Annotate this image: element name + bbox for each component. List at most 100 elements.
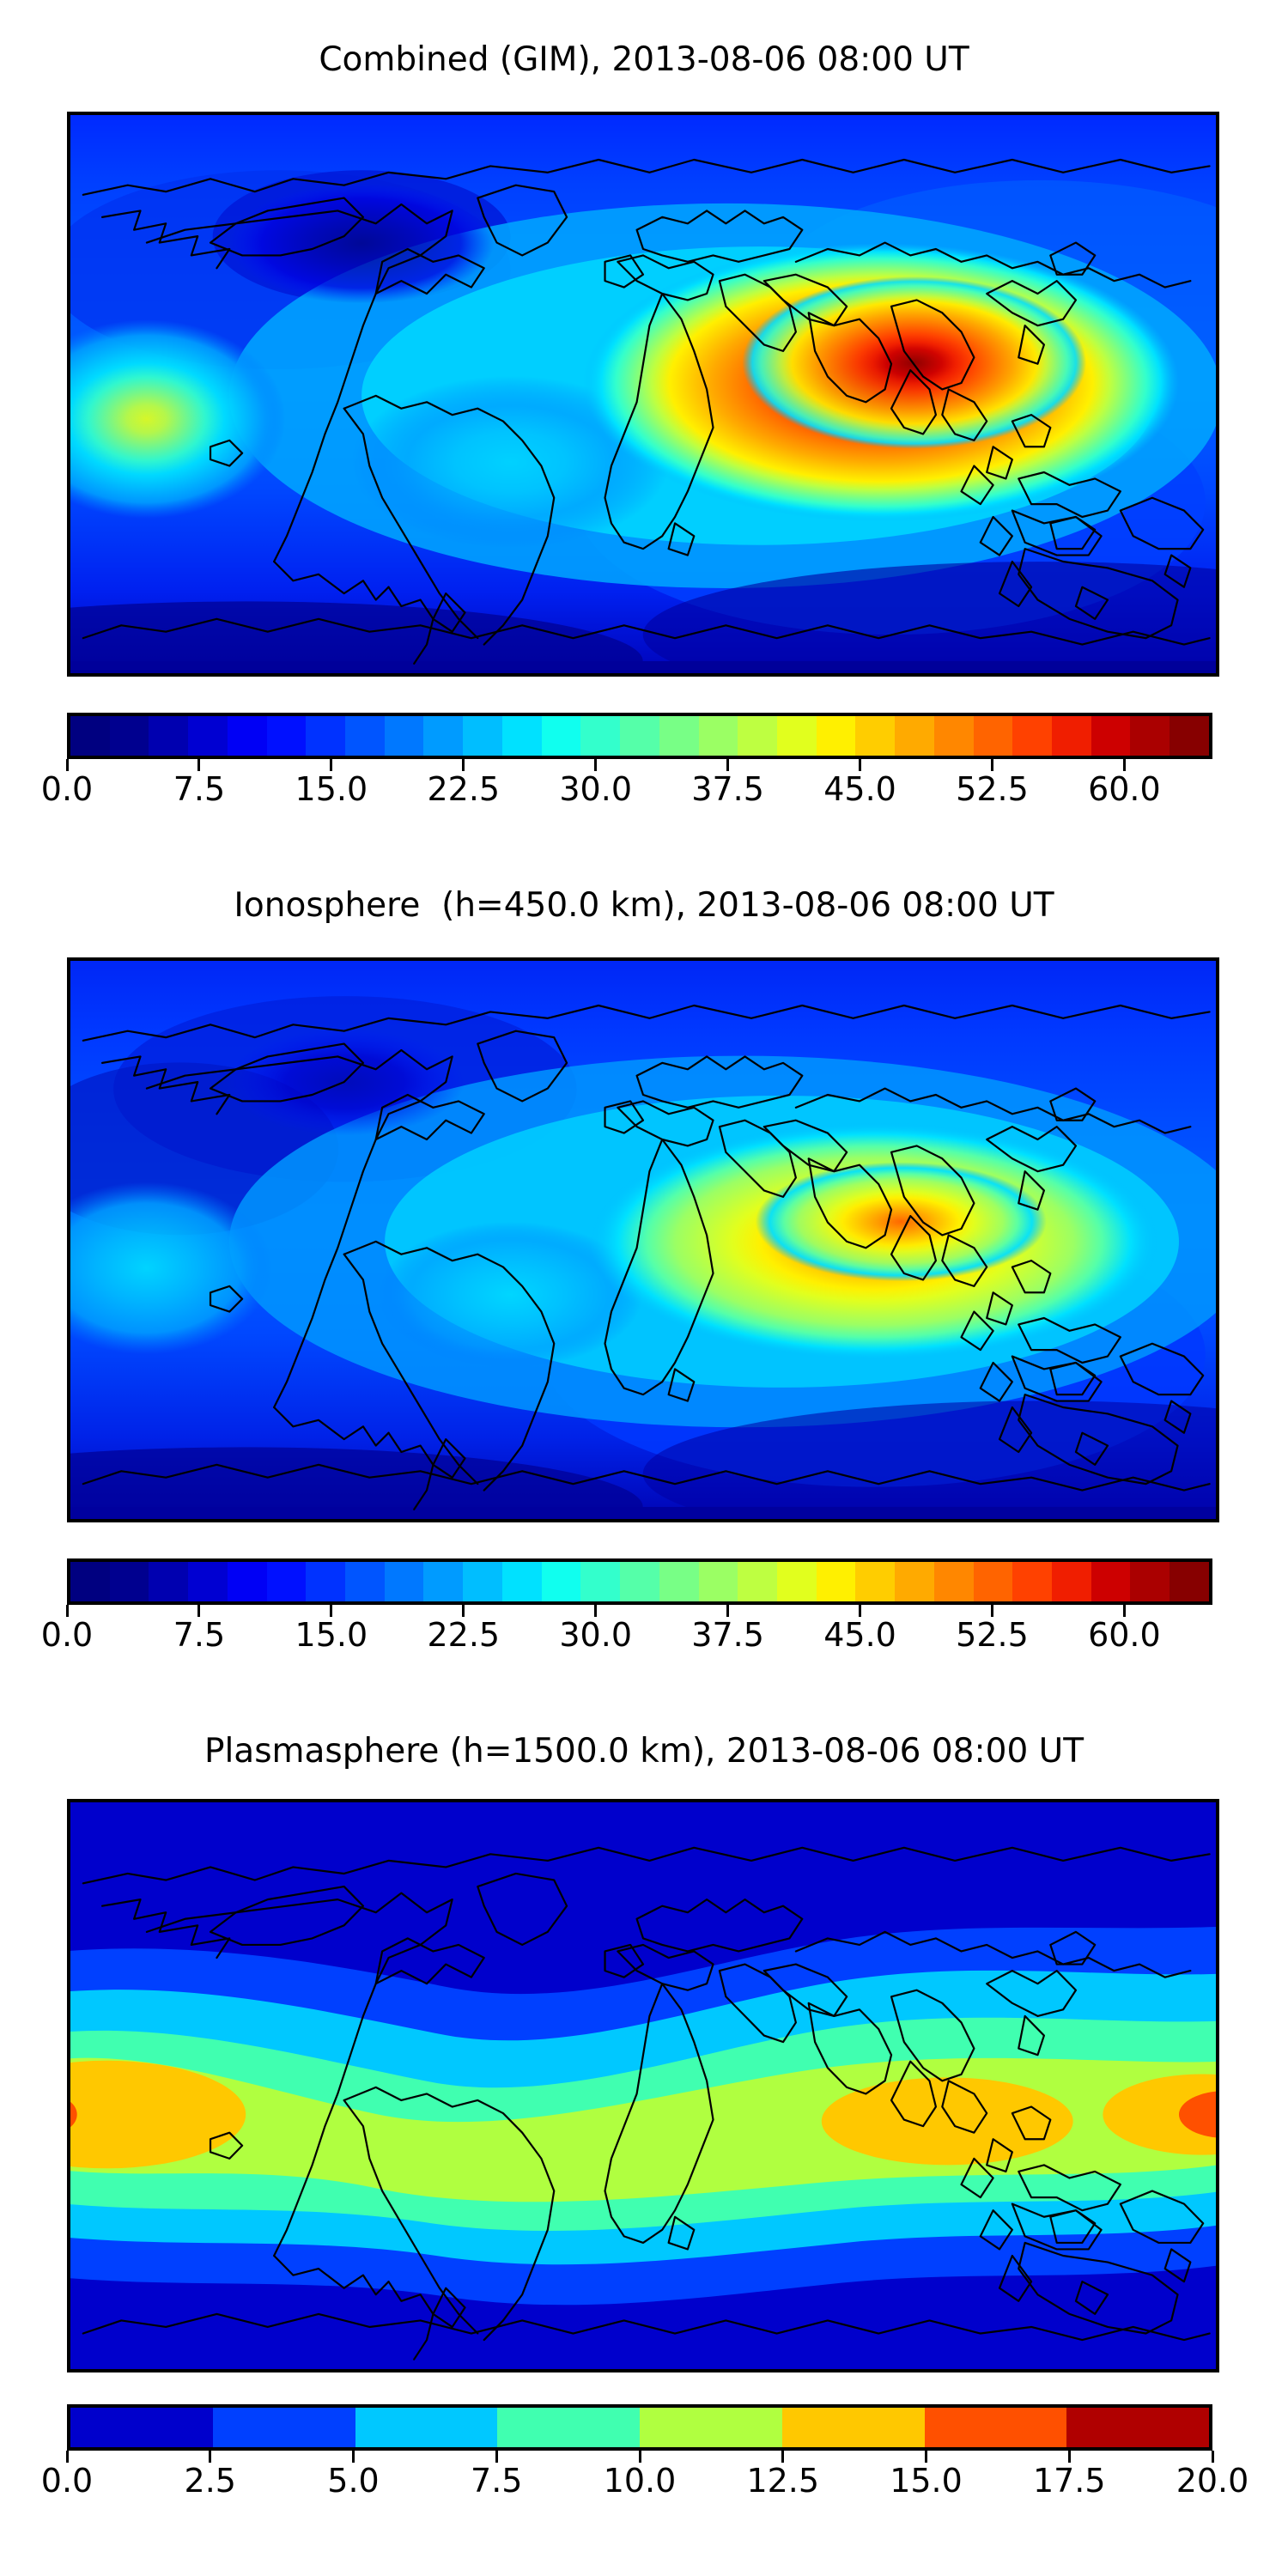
colorbar-band-6 — [924, 2408, 1067, 2447]
colorbar-tick-1 — [209, 2451, 212, 2463]
colorbar-tick-label-2: 15.0 — [295, 770, 368, 808]
panel-title-combined-gim: Combined (GIM), 2013-08-06 08:00 UT — [319, 40, 969, 79]
colorbar-band-0 — [70, 1562, 110, 1601]
colorbar-band-3 — [497, 2408, 640, 2447]
colorbar-band-20 — [855, 716, 896, 756]
colorbar-tick-5 — [726, 1605, 730, 1617]
colorbar-band-4 — [640, 2408, 782, 2447]
colorbar-labels-ionosphere: 0.0 7.5 15.0 22.5 30.0 37.5 45.0 52.5 60.0 — [41, 1616, 1212, 1658]
colorbar-tick-label-7: 52.5 — [956, 770, 1029, 808]
colorbar-tick-6 — [925, 2451, 927, 2463]
colorbar-tick-6 — [859, 1605, 862, 1617]
colorbar-tick-1 — [197, 1605, 201, 1617]
colorbar-band-14 — [620, 1562, 659, 1601]
colorbar-tick-label-4: 30.0 — [559, 770, 632, 808]
colorbar-band-11 — [501, 1562, 542, 1601]
colorbar-band-0 — [70, 716, 110, 756]
panel-title-plasmasphere: Plasmasphere (h=1500.0 km), 2013-08-06 0… — [204, 1732, 1084, 1771]
colorbar-tick-label-6: 45.0 — [823, 1616, 896, 1654]
tec-field-plasmasphere — [70, 1802, 1216, 2369]
colorbar-band-19 — [816, 1562, 856, 1601]
map-canvas-plasmasphere — [70, 1802, 1216, 2369]
colorbar-tick-label-1: 7.5 — [173, 1616, 226, 1654]
colorbar-tick-label-3: 22.5 — [427, 770, 501, 808]
colorbar-band-20 — [855, 1562, 896, 1601]
panel-plasmasphere: Plasmasphere (h=1500.0 km), 2013-08-06 0… — [0, 1735, 1288, 2576]
panel-ionosphere: Ionosphere (h=450.0 km), 2013-08-06 08:0… — [0, 889, 1288, 1747]
colorbar-tick-label-4: 10.0 — [603, 2462, 677, 2500]
colorbar-band-23 — [973, 716, 1013, 756]
colorbar-band-18 — [776, 716, 817, 756]
colorbar-band-3 — [188, 1562, 228, 1601]
map-canvas-combined-gim — [70, 115, 1216, 673]
colorbar-bar-plasmasphere — [67, 2404, 1212, 2451]
colorbar-tick-label-6: 15.0 — [890, 2462, 963, 2500]
colorbar-tick-0 — [65, 1605, 69, 1617]
colorbar-tick-label-8: 20.0 — [1176, 2462, 1249, 2500]
map-axes-combined-gim[interactable] — [67, 112, 1219, 677]
colorbar-tick-label-5: 37.5 — [691, 770, 764, 808]
map-axes-plasmasphere[interactable] — [67, 1799, 1219, 2372]
colorbar-tick-3 — [495, 2451, 498, 2463]
colorbar-tick-4 — [594, 1605, 598, 1617]
colorbar-tick-4 — [638, 2451, 641, 2463]
colorbar-tick-label-5: 12.5 — [746, 2462, 820, 2500]
colorbar-tick-label-8: 60.0 — [1088, 1616, 1161, 1654]
colorbar-ionosphere: 0.0 7.5 15.0 22.5 30.0 37.5 45.0 52.5 60.0 — [41, 1558, 1212, 1704]
tec-field-ionosphere — [70, 961, 1216, 1519]
colorbar-band-24 — [1012, 1562, 1052, 1601]
colorbar-band-2 — [149, 716, 189, 756]
colorbar-band-15 — [659, 716, 699, 756]
colorbar-band-2 — [355, 2408, 498, 2447]
colorbar-band-25 — [1051, 1562, 1091, 1601]
map-axes-ionosphere[interactable] — [67, 957, 1219, 1522]
colorbar-tick-8 — [1211, 2451, 1214, 2463]
colorbar-band-22 — [933, 716, 974, 756]
colorbar-band-9 — [423, 716, 464, 756]
colorbar-tick-label-1: 7.5 — [173, 770, 226, 808]
colorbar-band-27 — [1130, 1562, 1170, 1601]
colorbar-band-2 — [149, 1562, 189, 1601]
colorbar-band-5 — [781, 2408, 925, 2447]
colorbar-band-13 — [580, 1562, 621, 1601]
colorbar-band-16 — [698, 716, 738, 756]
colorbar-band-22 — [933, 1562, 974, 1601]
colorbar-tick-8 — [1122, 759, 1126, 771]
colorbar-band-1 — [109, 1562, 149, 1601]
colorbar-band-17 — [738, 716, 777, 756]
colorbar-band-9 — [423, 1562, 464, 1601]
colorbar-band-28 — [1170, 1562, 1209, 1601]
colorbar-band-23 — [973, 1562, 1013, 1601]
colorbar-band-5 — [266, 716, 307, 756]
colorbar-band-13 — [580, 716, 621, 756]
colorbar-band-27 — [1130, 716, 1170, 756]
colorbar-band-7 — [345, 1562, 385, 1601]
colorbar-band-25 — [1051, 716, 1091, 756]
colorbar-band-7 — [345, 716, 385, 756]
colorbar-band-8 — [384, 716, 424, 756]
map-canvas-ionosphere — [70, 961, 1216, 1519]
colorbar-tick-0 — [65, 2451, 69, 2463]
colorbar-tick-7 — [990, 759, 993, 771]
colorbar-tick-label-0: 0.0 — [40, 1616, 94, 1654]
colorbar-band-16 — [698, 1562, 738, 1601]
colorbar-tick-label-7: 17.5 — [1032, 2462, 1106, 2500]
colorbar-tick-3 — [462, 759, 465, 771]
colorbar-tick-label-3: 7.5 — [471, 2462, 523, 2500]
colorbar-tick-4 — [594, 759, 598, 771]
colorbar-band-11 — [501, 716, 542, 756]
colorbar-tick-label-7: 52.5 — [956, 1616, 1029, 1654]
panel-combined-gim: Combined (GIM), 2013-08-06 08:00 UT — [0, 43, 1288, 902]
colorbar-band-10 — [463, 716, 502, 756]
colorbar-band-17 — [738, 1562, 777, 1601]
colorbar-band-8 — [384, 1562, 424, 1601]
colorbar-band-1 — [212, 2408, 355, 2447]
colorbar-band-24 — [1012, 716, 1052, 756]
colorbar-band-4 — [227, 716, 267, 756]
colorbar-tick-6 — [859, 759, 862, 771]
colorbar-tick-7 — [990, 1605, 993, 1617]
colorbar-band-1 — [109, 716, 149, 756]
colorbar-band-6 — [306, 716, 346, 756]
colorbar-ticks-ionosphere — [65, 1605, 1212, 1619]
